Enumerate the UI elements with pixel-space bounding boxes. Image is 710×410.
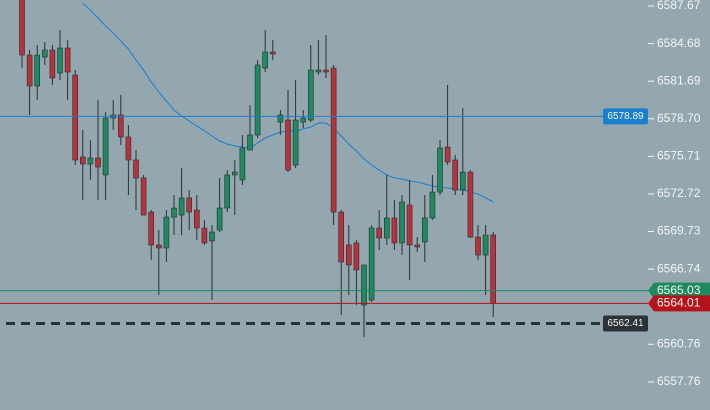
candle-body (118, 114, 124, 138)
candle-body (323, 69, 329, 73)
candle-body (421, 217, 428, 243)
y-tick-label: 6578.70 (657, 111, 701, 125)
candle-body (368, 227, 375, 301)
candle-body (437, 147, 443, 193)
candle-body (186, 197, 192, 213)
candle-body (34, 54, 41, 87)
candle-body (133, 159, 139, 179)
y-tick-label: 6560.76 (657, 336, 701, 350)
candle-body (406, 204, 413, 246)
price-label-box (648, 295, 710, 312)
candle-body (262, 51, 269, 69)
candle-body (307, 69, 314, 121)
candle-body (201, 227, 208, 244)
candle-body (429, 191, 436, 219)
candle-body (125, 136, 132, 161)
candle-body (87, 157, 94, 165)
candle-body (285, 119, 291, 171)
candle-body (171, 207, 177, 218)
candle-body (269, 51, 276, 55)
candle-body (338, 211, 345, 263)
y-tick-label: 6584.68 (657, 36, 701, 50)
candle-body (72, 74, 78, 161)
candle-body (292, 119, 299, 166)
candle-body (475, 236, 481, 256)
price-axis: 6587.67 6584.68 6581.69 6578.70 6575.71 6572.… (648, 0, 701, 388)
candle-body (277, 114, 284, 123)
candle-body (361, 264, 367, 306)
candle-body (49, 49, 56, 79)
candle-body (57, 47, 63, 74)
candle-body (239, 147, 246, 181)
price-label: 6578.89 (607, 111, 644, 122)
candle-body (163, 216, 170, 249)
candle-body (26, 54, 33, 87)
y-tick-label: 6569.73 (657, 224, 701, 238)
candle-body (140, 177, 147, 216)
candle-body (247, 134, 253, 151)
plot-area (0, 0, 648, 337)
candle-body (300, 117, 307, 123)
y-tick-label: 6575.71 (657, 149, 701, 163)
candle-body (178, 197, 185, 216)
candle-body (452, 159, 459, 191)
y-tick-label: 6572.72 (657, 186, 701, 200)
price-label-box (603, 315, 648, 332)
candle-body (232, 171, 238, 176)
candle-body (330, 67, 337, 213)
candle-body (224, 174, 230, 209)
y-tick-label: 6581.69 (657, 73, 701, 87)
candle-body (194, 209, 200, 229)
candle-body (383, 217, 390, 239)
candle-body (459, 171, 466, 191)
y-tick-label: 6557.76 (657, 374, 701, 388)
y-tick-label: 6587.67 (657, 0, 701, 12)
price-label-box (603, 108, 648, 125)
candle-body (102, 117, 109, 176)
price-label: 6565.03 (657, 283, 701, 297)
candle-body (80, 156, 86, 165)
candle-body (414, 244, 421, 248)
candle-body (156, 244, 162, 249)
candle-body (482, 234, 489, 256)
candle-body (467, 171, 474, 238)
candle-body (399, 201, 405, 244)
candle-body (148, 211, 154, 246)
candle-body (391, 217, 398, 244)
candle-body (254, 64, 261, 136)
candle-body (444, 146, 451, 163)
candle-body (41, 49, 48, 58)
candle-body (490, 234, 497, 304)
candle-body (345, 244, 352, 266)
candle-body (19, 0, 25, 56)
price-label-box (648, 282, 710, 299)
candle-body (376, 227, 383, 239)
price-label: 6562.41 (607, 318, 644, 329)
candle-body (353, 242, 360, 271)
candle-body (216, 207, 223, 231)
candle-body (95, 157, 101, 168)
candle-body (64, 47, 71, 73)
price-label: 6564.01 (657, 296, 701, 310)
y-tick-label: 6566.74 (657, 261, 701, 275)
candle-body (209, 231, 215, 242)
candle-body (315, 69, 322, 73)
